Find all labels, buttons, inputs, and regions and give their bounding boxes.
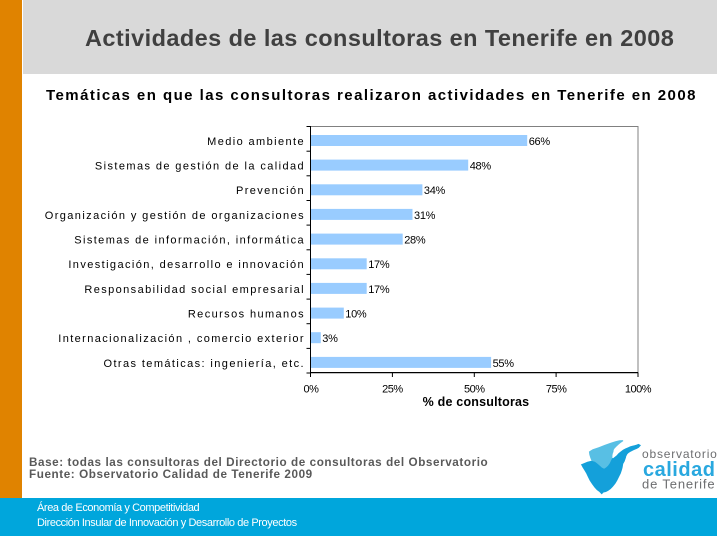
svg-text:Prevención: Prevención xyxy=(236,185,305,197)
svg-text:100%: 100% xyxy=(625,384,652,396)
svg-text:17%: 17% xyxy=(368,259,390,271)
svg-text:% de consultoras: % de consultoras xyxy=(423,395,530,409)
svg-text:55%: 55% xyxy=(493,358,515,370)
svg-text:17%: 17% xyxy=(368,284,390,296)
svg-text:28%: 28% xyxy=(404,235,426,247)
svg-text:calidad: calidad xyxy=(643,459,715,481)
svg-text:31%: 31% xyxy=(414,210,436,222)
svg-text:Responsabilidad social empresa: Responsabilidad social empresarial xyxy=(84,284,305,296)
svg-text:Otras temáticas: ingeniería, e: Otras temáticas: ingeniería, etc. xyxy=(104,358,306,370)
svg-text:Organización y gestión de orga: Organización y gestión de organizaciones xyxy=(45,210,305,222)
svg-text:0%: 0% xyxy=(304,384,320,396)
svg-text:66%: 66% xyxy=(529,136,551,148)
svg-text:Sistemas de gestión de la cali: Sistemas de gestión de la calidad xyxy=(95,161,305,173)
svg-text:34%: 34% xyxy=(424,185,446,197)
svg-text:Investigación, desarrollo e in: Investigación, desarrollo e innovación xyxy=(68,259,305,271)
svg-text:Sistemas de información, infor: Sistemas de información, informática xyxy=(74,235,305,247)
svg-text:3%: 3% xyxy=(322,333,338,345)
svg-text:Internacionalización , comerci: Internacionalización , comercio exterior xyxy=(58,333,305,345)
svg-text:48%: 48% xyxy=(470,161,492,173)
svg-text:de Tenerife: de Tenerife xyxy=(642,476,715,491)
svg-text:10%: 10% xyxy=(345,309,367,321)
svg-text:75%: 75% xyxy=(546,384,567,396)
svg-text:25%: 25% xyxy=(382,384,403,396)
svg-text:Medio ambiente: Medio ambiente xyxy=(207,136,305,148)
svg-text:observatorio: observatorio xyxy=(642,447,717,461)
svg-text:Recursos humanos: Recursos humanos xyxy=(188,309,305,321)
svg-text:50%: 50% xyxy=(464,384,485,396)
